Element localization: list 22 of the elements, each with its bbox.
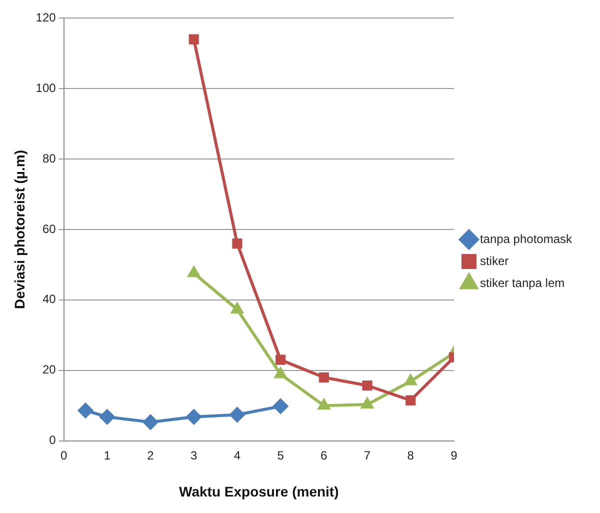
- x-tick-label: 9: [450, 448, 458, 462]
- legend-label: stiker: [480, 254, 509, 268]
- legend-label: stiker tanpa lem: [480, 276, 565, 290]
- x-tick-label: 3: [190, 448, 198, 462]
- y-tick-label: 0: [49, 433, 56, 448]
- x-axis-title: Waktu Exposure (menit): [179, 483, 339, 500]
- x-tick-label: 4: [234, 448, 241, 462]
- x-tick-label: 5: [277, 448, 284, 462]
- y-axis-title: Deviasi photoreist (µ.m): [11, 150, 28, 309]
- x-tick-label: 1: [104, 448, 111, 462]
- y-tick-label: 80: [42, 151, 56, 166]
- x-tick-label: 0: [60, 448, 68, 462]
- legend-label: tanpa photomask: [480, 232, 573, 246]
- y-tick-label: 120: [36, 10, 56, 25]
- x-tick-label: 8: [407, 448, 414, 462]
- x-tick-label: 2: [147, 448, 154, 462]
- x-tick-label: 6: [320, 448, 328, 462]
- x-tick-label: 7: [364, 448, 371, 462]
- y-tick-label: 20: [42, 362, 56, 377]
- y-tick-label: 40: [42, 292, 56, 306]
- y-tick-label: 100: [36, 80, 56, 95]
- y-tick-label: 60: [42, 222, 56, 236]
